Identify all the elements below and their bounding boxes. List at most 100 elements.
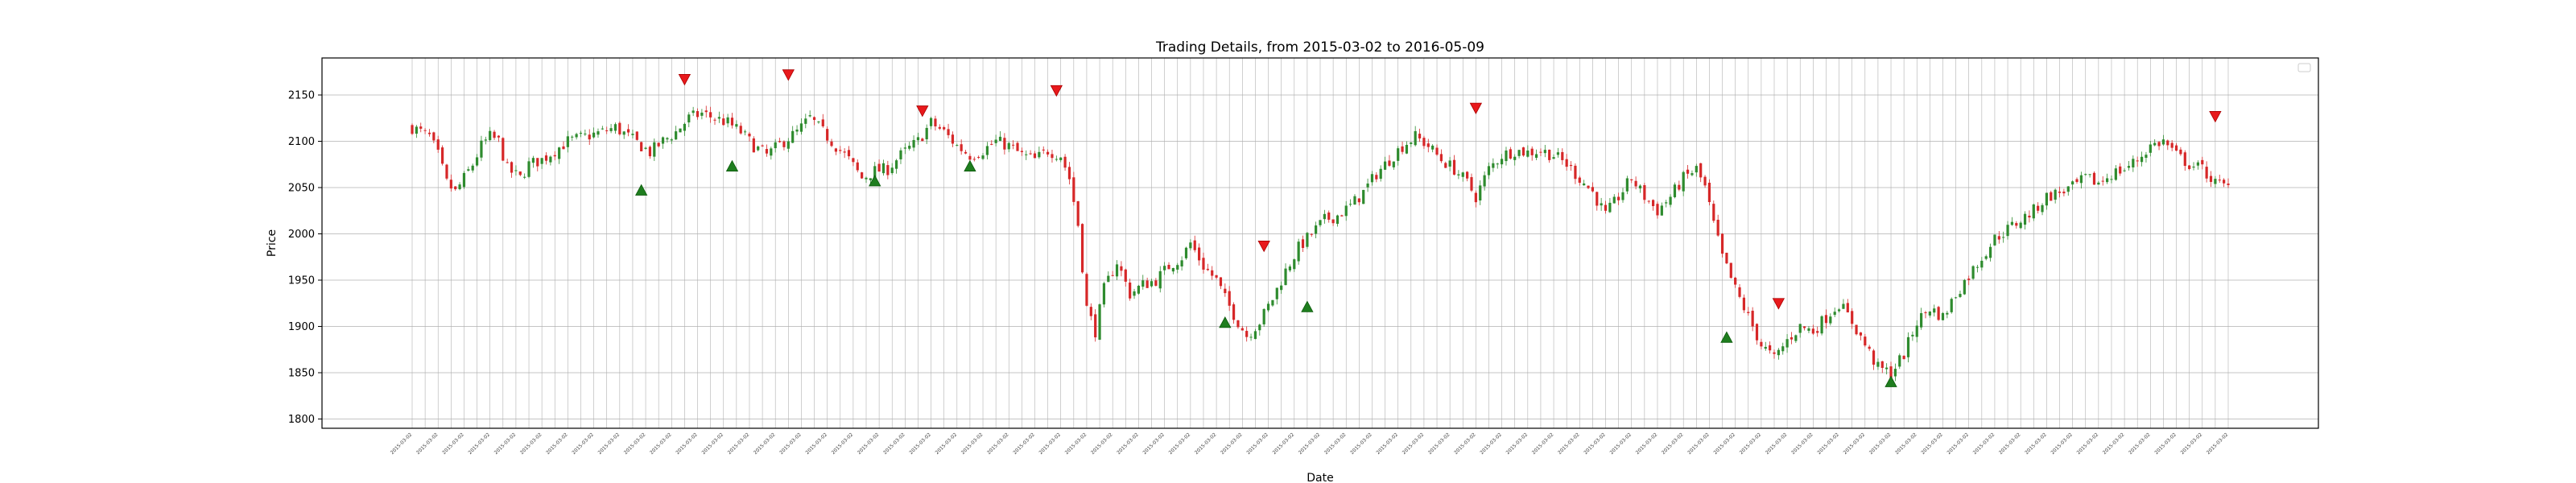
candle-body xyxy=(1569,164,1573,167)
candle-body xyxy=(2032,204,2035,219)
candle-body xyxy=(2127,166,2131,168)
candle-body xyxy=(852,158,855,163)
y-axis-label: Price xyxy=(266,229,279,257)
candle-body xyxy=(462,172,466,188)
candle-body xyxy=(1236,320,1240,328)
candle-body xyxy=(597,131,600,135)
candle-body xyxy=(1120,266,1123,271)
x-axis: 2015-03-02 2015-03-02 2015-03-02 2015-03-02… xyxy=(390,431,2230,456)
candle-body xyxy=(908,146,911,149)
candle-body xyxy=(588,134,591,140)
candle-body xyxy=(2183,152,2186,167)
candle-body xyxy=(1790,336,1794,340)
x-tick-label: 2015-03-02 xyxy=(675,431,699,456)
candle-body xyxy=(571,136,574,138)
candle-body xyxy=(1652,200,1655,207)
candle-body xyxy=(1955,297,1958,299)
candle-body xyxy=(865,177,868,180)
candle-body xyxy=(2110,179,2113,180)
candle-body xyxy=(635,131,638,140)
x-tick-label: 2015-03-02 xyxy=(1012,431,1036,456)
candle-body xyxy=(1315,225,1318,234)
candle-body xyxy=(1678,184,1681,190)
candle-body xyxy=(1426,143,1430,147)
candle-body xyxy=(1902,355,1905,360)
candle-body xyxy=(1984,256,1988,259)
candle-body xyxy=(1133,291,1136,296)
candle-body xyxy=(990,143,993,145)
candle-body xyxy=(480,140,483,158)
candle-body xyxy=(1228,291,1231,306)
candle-body xyxy=(1072,177,1075,202)
buy-marker xyxy=(725,159,739,171)
x-tick-label: 2015-03-02 xyxy=(415,431,440,456)
candle-body xyxy=(1587,185,1590,188)
candle-body xyxy=(1323,213,1326,220)
candle-body xyxy=(1388,160,1391,166)
x-tick-label: 2015-03-02 xyxy=(986,431,1010,456)
candle-body xyxy=(947,129,950,135)
candle-body xyxy=(1686,169,1690,174)
candle-body xyxy=(2050,192,2053,201)
candle-body xyxy=(1893,369,1897,377)
candle-body xyxy=(1513,156,1517,160)
candle-body xyxy=(752,138,755,153)
candle-body xyxy=(675,131,678,140)
candle-body xyxy=(1811,328,1814,334)
candle-body xyxy=(1660,205,1663,216)
candle-body xyxy=(536,158,539,167)
candle-body xyxy=(1067,167,1071,180)
sell-marker xyxy=(678,74,691,86)
sell-marker xyxy=(1050,85,1063,97)
candle-body xyxy=(1474,192,1477,203)
candle-body xyxy=(912,139,915,148)
candle-body xyxy=(1669,196,1672,205)
candle-body xyxy=(899,150,902,159)
candle-body xyxy=(1530,148,1534,155)
candle-body xyxy=(895,160,898,169)
candle-body xyxy=(2174,145,2178,151)
candle-body xyxy=(415,126,418,134)
candle-body xyxy=(489,130,492,141)
candle-body xyxy=(1781,346,1785,352)
candle-body xyxy=(1561,151,1564,160)
candle-body xyxy=(1600,203,1603,206)
candle-body xyxy=(2101,180,2104,182)
candle-body xyxy=(985,146,989,155)
candle-body xyxy=(510,162,514,173)
candle-body xyxy=(2066,186,2070,192)
candle-body xyxy=(544,155,548,161)
candle-body xyxy=(1665,202,1668,204)
candle-body xyxy=(531,158,535,163)
x-tick-label: 2015-03-02 xyxy=(1868,431,1893,456)
candle-body xyxy=(1690,173,1694,175)
candle-body xyxy=(1306,233,1309,247)
candle-body xyxy=(2153,142,2157,146)
candle-body xyxy=(467,169,470,171)
candle-body xyxy=(1621,192,1624,200)
candle-body xyxy=(1297,242,1300,262)
candle-body xyxy=(1033,153,1037,159)
candle-body xyxy=(1608,202,1612,213)
candle-body xyxy=(774,142,777,149)
candle-body xyxy=(506,162,509,163)
candle-body xyxy=(1353,196,1356,205)
candle-body xyxy=(1080,224,1084,273)
x-tick-label: 2015-03-02 xyxy=(493,431,518,456)
candle-body xyxy=(1331,219,1335,224)
x-tick-label: 2015-03-02 xyxy=(1141,431,1166,456)
candle-body xyxy=(2084,174,2087,175)
candle-body xyxy=(877,163,881,172)
candle-body xyxy=(2097,182,2100,185)
x-tick-label: 2015-03-02 xyxy=(1739,431,1763,456)
candle-body xyxy=(1638,185,1642,189)
candle-body xyxy=(1167,265,1170,270)
candle-body xyxy=(1301,239,1305,249)
x-tick-label: 2015-03-02 xyxy=(597,431,621,456)
candle-body xyxy=(2201,159,2204,165)
candle-body xyxy=(1383,161,1387,170)
candle-body xyxy=(1466,171,1469,179)
x-tick-label: 2015-03-02 xyxy=(2128,431,2152,456)
candle-body xyxy=(1319,220,1322,225)
x-tick-label: 2015-03-02 xyxy=(467,431,491,456)
